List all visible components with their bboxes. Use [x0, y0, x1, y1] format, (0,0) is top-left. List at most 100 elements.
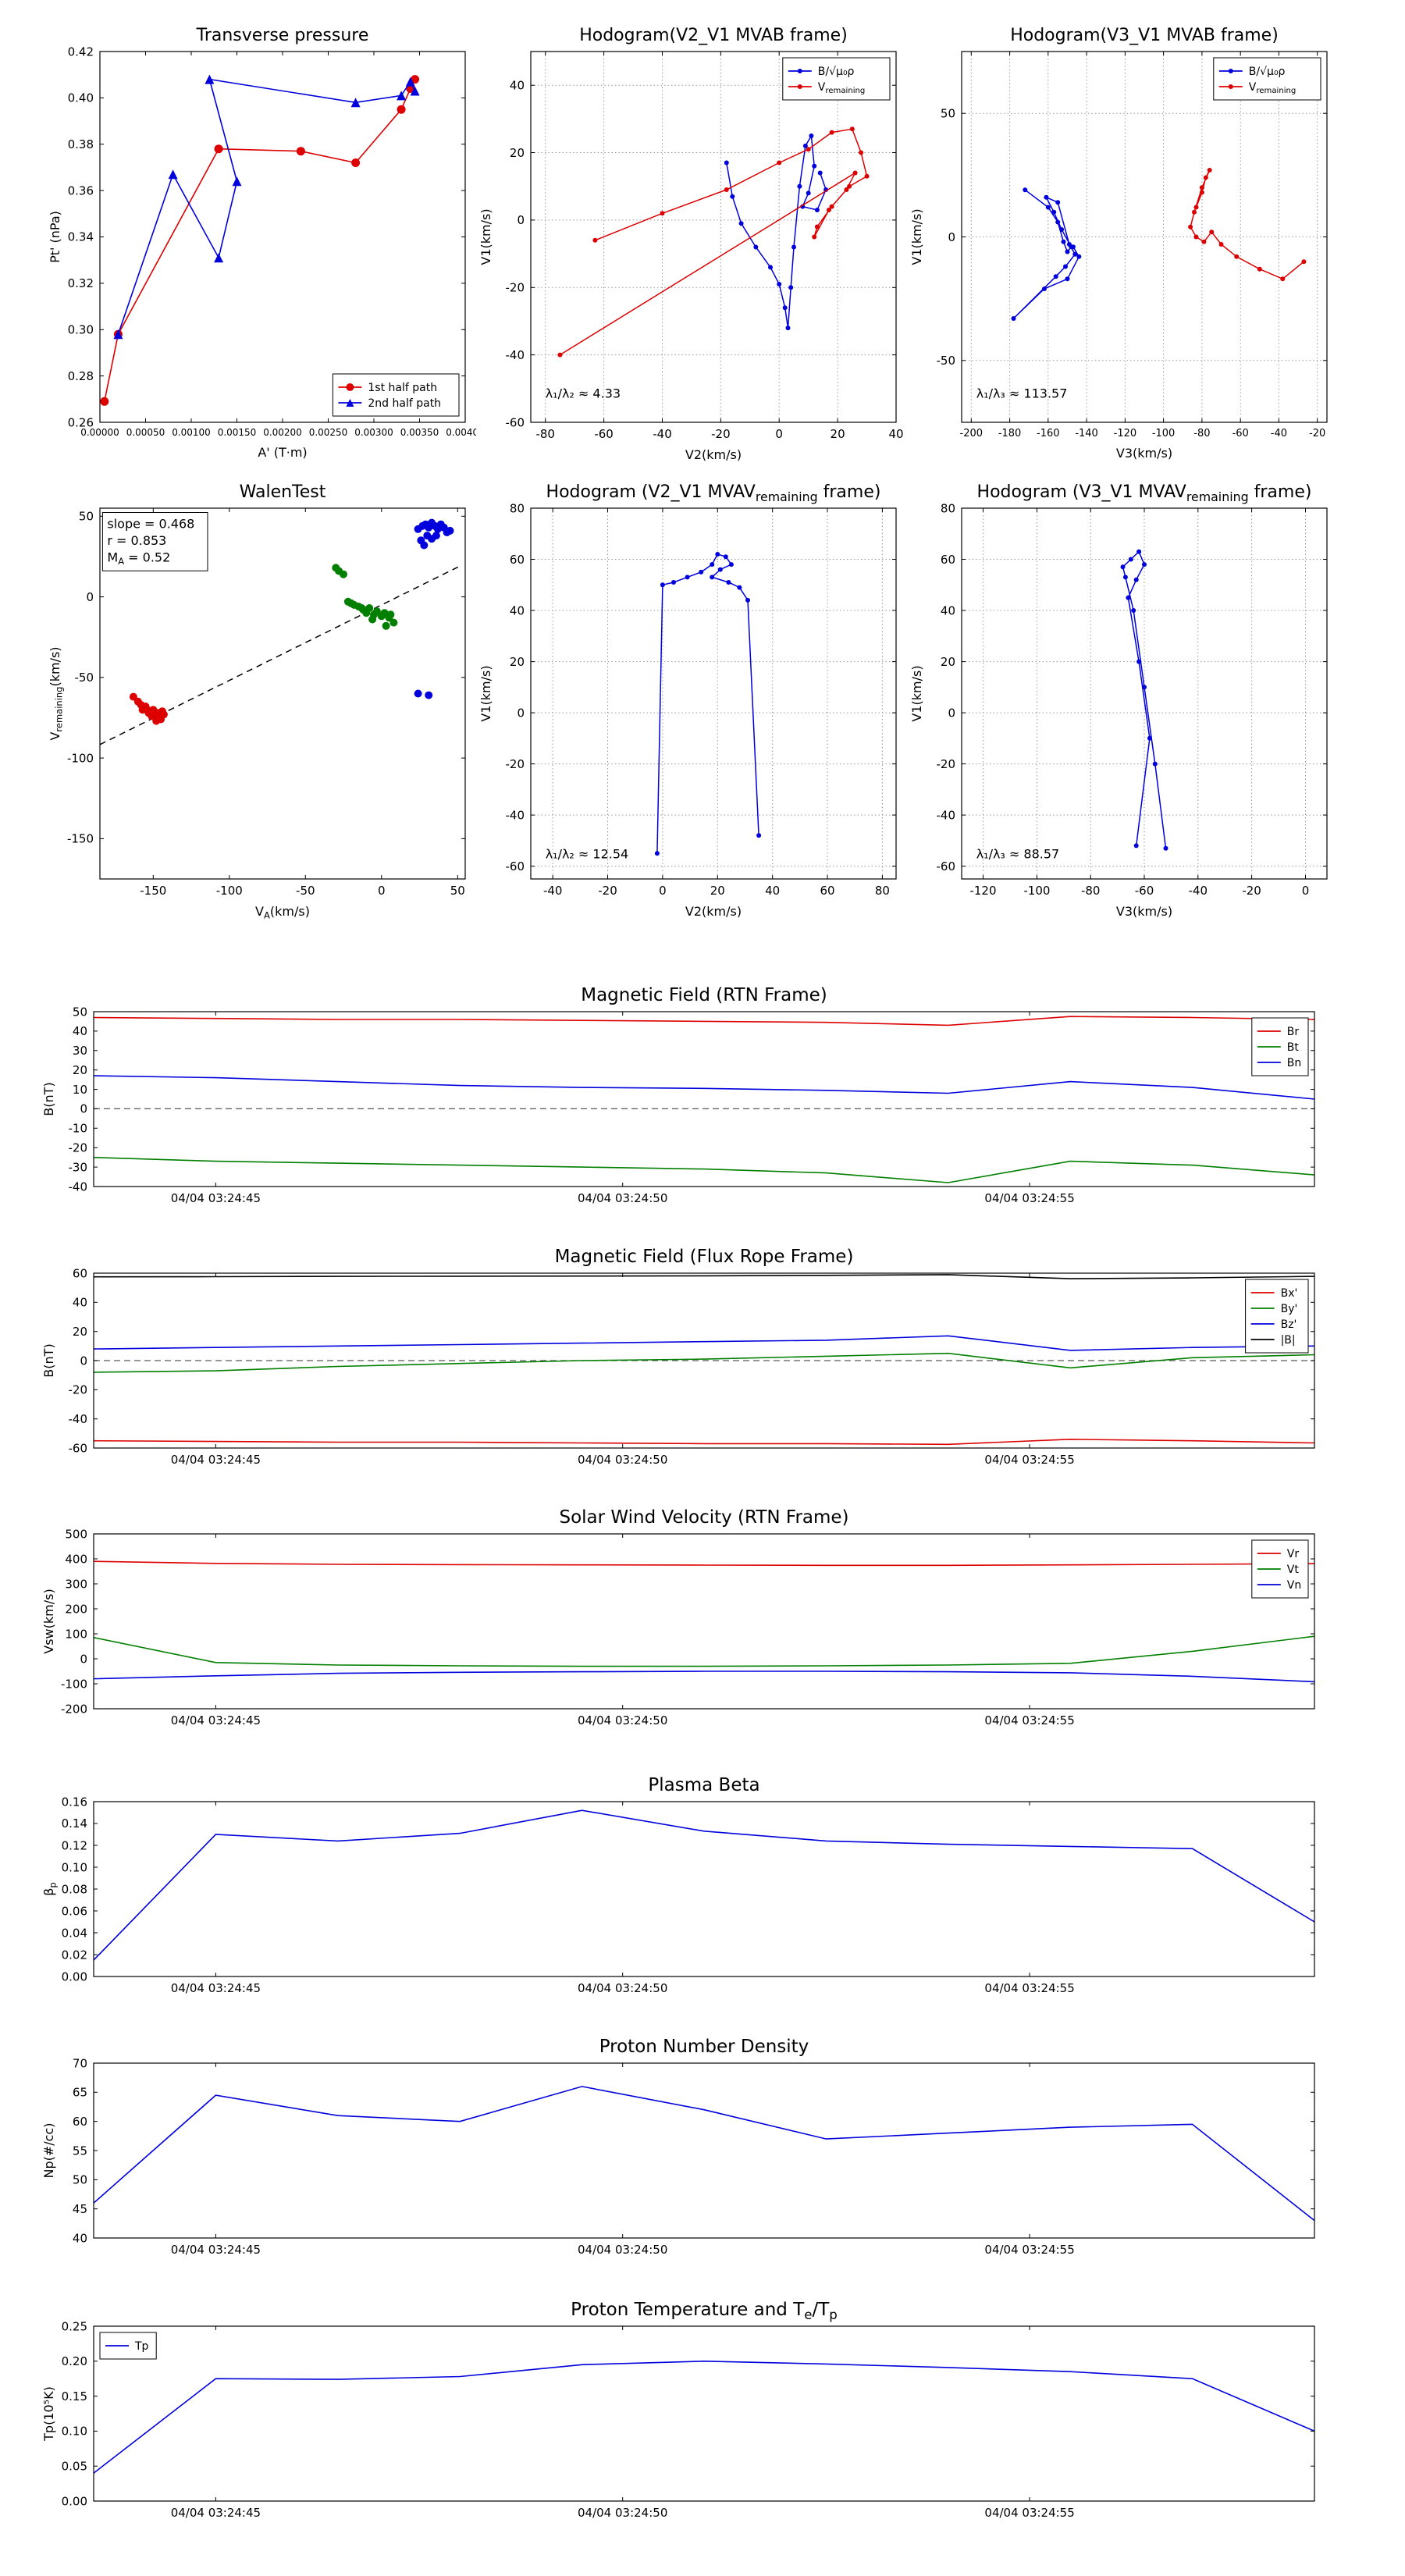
- svg-text:-60: -60: [69, 1441, 88, 1455]
- series-magnetic-field-flux-rope-0: [94, 1438, 1314, 1446]
- svg-text:-40: -40: [1271, 428, 1287, 439]
- legend-hodogram-v2v1-mvab: B/√μ₀ρ Vremaining: [782, 57, 891, 101]
- svg-text:0.00350: 0.00350: [400, 427, 439, 438]
- svg-text:Vr: Vr: [1287, 1548, 1300, 1560]
- chart-plasma-beta: 04/04 03:24:45 04/04 03:24:50 04/04 03:24:…: [39, 1770, 1327, 2005]
- svg-text:04/04 03:24:45: 04/04 03:24:45: [171, 2506, 261, 2520]
- svg-text:20: 20: [710, 884, 725, 898]
- chart-svg-magnetic-field-rtn: 04/04 03:24:45 04/04 03:24:50 04/04 03:24:…: [41, 985, 1315, 1205]
- svg-text:04/04 03:24:50: 04/04 03:24:50: [578, 1191, 667, 1205]
- series-magnetic-field-flux-rope-3: [94, 1274, 1314, 1279]
- plot-area-hodogram-v2v1-mvab: [557, 126, 870, 358]
- svg-text:80: 80: [875, 884, 890, 898]
- svg-text:0: 0: [86, 590, 94, 604]
- chart-svg-transverse-pressure: 0.00000 0.00050 0.00100 0.00150 0.00200 0.002…: [48, 26, 476, 460]
- svg-text:-100: -100: [216, 884, 243, 898]
- chart-proton-temperature: 04/04 03:24:45 04/04 03:24:50 04/04 03:24:…: [39, 2295, 1327, 2529]
- chart-svg-magnetic-field-flux-rope: 04/04 03:24:45 04/04 03:24:50 04/04 03:24:…: [41, 1247, 1315, 1467]
- svg-text:By': By': [1281, 1303, 1298, 1315]
- svg-text:-20: -20: [69, 1383, 88, 1397]
- svg-text:Hodogram(V3_V1 MVAB frame): Hodogram(V3_V1 MVAB frame): [1010, 26, 1279, 45]
- svg-text:-200: -200: [61, 1702, 87, 1716]
- chart-hodogram-v2v1-mvab: -80 -60 -40 -20 0 20 40 -60 -40 -20 0 20 40 Hodogram(…: [470, 16, 907, 472]
- svg-text:-160: -160: [1037, 428, 1060, 439]
- svg-text:0.10: 0.10: [62, 1860, 87, 1874]
- svg-text:40: 40: [941, 603, 955, 617]
- svg-text:λ₁/λ₃ ≈ 88.57: λ₁/λ₃ ≈ 88.57: [976, 846, 1060, 861]
- svg-text:Proton Number Density: Proton Number Density: [599, 2037, 809, 2057]
- series-hodogram-v3v1-mvav-0: [1122, 550, 1167, 849]
- chart-svg-solar-wind-velocity-rtn: 04/04 03:24:45 04/04 03:24:50 04/04 03:24:…: [41, 1507, 1315, 1727]
- plot-area-proton-number-density: [94, 2086, 1314, 2222]
- svg-text:-20: -20: [937, 757, 956, 771]
- svg-text:-20: -20: [711, 427, 731, 441]
- series-proton-temperature-0: [94, 2360, 1314, 2474]
- svg-text:0.00150: 0.00150: [218, 427, 257, 438]
- svg-text:Vt: Vt: [1287, 1564, 1300, 1576]
- svg-text:80: 80: [941, 501, 955, 515]
- svg-text:-100: -100: [1152, 428, 1176, 439]
- svg-text:0.00100: 0.00100: [172, 427, 211, 438]
- chart-hodogram-v2v1-mvav: -40 -20 0 20 40 60 80 -60 -40 -20 0 20 40 60 80 Hodogra…: [470, 472, 907, 929]
- chart-svg-hodogram-v3v1-mvav: -120 -100 -80 -60 -40 -20 0 -60 -40 -20 0 20 40 60 80 H…: [909, 482, 1328, 919]
- svg-text:Bx': Bx': [1281, 1287, 1298, 1300]
- series-hodogram-v2v1-mvab-1: [560, 128, 868, 356]
- svg-text:400: 400: [65, 1552, 87, 1566]
- svg-text:0: 0: [378, 884, 386, 898]
- series-magnetic-field-rtn-0: [94, 1016, 1314, 1026]
- svg-text:βp: βp: [41, 1882, 59, 1896]
- svg-text:0.14: 0.14: [62, 1816, 87, 1831]
- series-hodogram-v2v1-mvav-0: [656, 553, 759, 854]
- svg-text:-60: -60: [506, 415, 525, 429]
- chart-magnetic-field-rtn: 04/04 03:24:45 04/04 03:24:50 04/04 03:24:…: [39, 980, 1327, 1215]
- svg-text:-40: -40: [506, 808, 525, 822]
- svg-text:Np(#/cc): Np(#/cc): [41, 2123, 56, 2179]
- svg-text:|B|: |B|: [1281, 1334, 1296, 1347]
- svg-text:0.04: 0.04: [62, 1926, 87, 1940]
- svg-text:04/04 03:24:55: 04/04 03:24:55: [984, 1191, 1074, 1205]
- svg-text:-40: -40: [653, 427, 672, 441]
- svg-text:65: 65: [73, 2086, 87, 2100]
- svg-text:20: 20: [73, 1063, 87, 1077]
- chart-svg-hodogram-v2v1-mvab: -80 -60 -40 -20 0 20 40 -60 -40 -20 0 20 40 Hodogram(…: [478, 26, 904, 462]
- svg-text:WalenTest: WalenTest: [240, 482, 326, 502]
- svg-text:0.34: 0.34: [68, 230, 94, 244]
- series-transverse-pressure-0: [104, 79, 416, 402]
- svg-text:20: 20: [941, 655, 955, 669]
- svg-text:-180: -180: [998, 428, 1022, 439]
- svg-text:-40: -40: [543, 884, 563, 898]
- svg-text:V1(km/s): V1(km/s): [909, 208, 924, 265]
- svg-text:0: 0: [659, 884, 667, 898]
- svg-text:04/04 03:24:45: 04/04 03:24:45: [171, 2243, 261, 2257]
- svg-text:B(nT): B(nT): [41, 1082, 56, 1115]
- svg-text:VA(km/s): VA(km/s): [255, 904, 310, 921]
- legend-proton-temperature: Tp: [99, 2332, 157, 2360]
- svg-text:300: 300: [65, 1577, 87, 1591]
- svg-text:60: 60: [73, 2115, 87, 2129]
- svg-text:-40: -40: [506, 348, 525, 362]
- svg-text:40: 40: [888, 427, 903, 441]
- svg-text:Solar Wind Velocity (RTN Frame: Solar Wind Velocity (RTN Frame): [559, 1507, 848, 1528]
- svg-text:50: 50: [79, 510, 94, 524]
- plot-area-proton-temperature: [94, 2360, 1314, 2474]
- svg-text:04/04 03:24:45: 04/04 03:24:45: [171, 1453, 261, 1467]
- svg-text:40: 40: [73, 1024, 87, 1038]
- svg-text:B/√μ₀ρ: B/√μ₀ρ: [818, 66, 855, 78]
- svg-text:-100: -100: [67, 751, 94, 765]
- chart-solar-wind-velocity-rtn: 04/04 03:24:45 04/04 03:24:50 04/04 03:24:…: [39, 1503, 1327, 1737]
- svg-text:70: 70: [73, 2056, 87, 2070]
- chart-transverse-pressure: 0.00000 0.00050 0.00100 0.00150 0.00200 0.002…: [39, 16, 476, 472]
- svg-text:0.06: 0.06: [62, 1904, 87, 1918]
- legend-solar-wind-velocity-rtn: Vr Vt Vn: [1251, 1539, 1309, 1599]
- svg-text:λ₁/λ₂ ≈ 12.54: λ₁/λ₂ ≈ 12.54: [546, 846, 629, 861]
- svg-text:0.30: 0.30: [68, 323, 94, 337]
- svg-text:-150: -150: [140, 884, 166, 898]
- svg-text:0.00300: 0.00300: [354, 427, 393, 438]
- plot-area-hodogram-v3v1-mvab: [1011, 168, 1307, 321]
- svg-text:20: 20: [510, 655, 525, 669]
- svg-text:-60: -60: [594, 427, 614, 441]
- series-magnetic-field-flux-rope-2: [94, 1335, 1314, 1351]
- svg-text:Transverse pressure: Transverse pressure: [196, 26, 369, 45]
- svg-text:B(nT): B(nT): [41, 1343, 56, 1377]
